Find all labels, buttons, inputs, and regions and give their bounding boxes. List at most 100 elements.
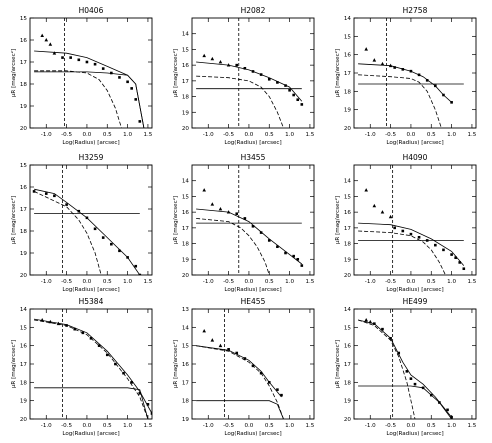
data-point bbox=[442, 248, 445, 252]
panel-title: H3455 bbox=[241, 153, 266, 162]
y-tick-label: 20 bbox=[344, 417, 352, 423]
data-point bbox=[126, 80, 129, 84]
y-tick-label: 16 bbox=[182, 210, 190, 216]
x-tick-label: -0.5 bbox=[385, 279, 396, 285]
panel-title: HE499 bbox=[403, 297, 428, 306]
panel-title: H0406 bbox=[79, 6, 104, 15]
x-axis-label: Log(Radius) [arcsec] bbox=[224, 287, 281, 293]
plot-area bbox=[357, 309, 453, 419]
x-tick-label: -1.0 bbox=[41, 279, 52, 285]
y-tick-label: 19 bbox=[20, 399, 28, 405]
y-tick-label: 17 bbox=[182, 380, 190, 386]
x-tick-label: 1.0 bbox=[447, 132, 456, 138]
data-point bbox=[138, 392, 142, 395]
data-point bbox=[85, 60, 89, 64]
panel-title: H2082 bbox=[241, 6, 266, 15]
data-point bbox=[381, 327, 384, 331]
data-point bbox=[267, 239, 271, 242]
panel-he455: HE455 -1.0 -0.5 0.0 0.5 1.0 1.5 13 14 15 16 17 18 19 L… bbox=[172, 297, 315, 437]
y-tick-label: 13 bbox=[182, 307, 190, 313]
triangle-point bbox=[202, 329, 206, 333]
data-point bbox=[300, 264, 304, 267]
x-tick-label: 0.0 bbox=[82, 423, 91, 429]
data-point bbox=[114, 362, 117, 366]
y-tick-label: 20 bbox=[20, 126, 28, 132]
y-tick-label: 16 bbox=[344, 53, 352, 59]
data-point bbox=[389, 337, 392, 340]
y-axis-label: μR [mag/arcsec²] bbox=[10, 196, 17, 244]
bulge-model-line bbox=[34, 70, 122, 128]
y-tick-label: 18 bbox=[20, 229, 28, 235]
data-point bbox=[417, 235, 421, 239]
data-point bbox=[101, 67, 105, 70]
x-tick-label: 0.5 bbox=[265, 132, 274, 138]
x-tick-label: 0.5 bbox=[265, 423, 274, 429]
total-model-line bbox=[34, 318, 152, 414]
data-point bbox=[227, 348, 230, 351]
data-point bbox=[105, 353, 109, 357]
triangle-point bbox=[226, 210, 231, 214]
x-tick-label: 0.0 bbox=[244, 423, 253, 429]
y-tick-label: 16 bbox=[344, 344, 352, 350]
x-tick-label: 0.5 bbox=[427, 423, 436, 429]
triangle-point bbox=[48, 42, 53, 46]
data-point bbox=[434, 84, 437, 88]
x-tick-label: -0.5 bbox=[61, 279, 72, 285]
x-tick-label: -1.0 bbox=[365, 132, 376, 138]
y-tick-label: 19 bbox=[20, 104, 28, 110]
x-tick-label: 0.0 bbox=[406, 423, 415, 429]
data-point bbox=[373, 322, 376, 325]
panel-title: H5384 bbox=[79, 297, 104, 306]
disk-model-line bbox=[34, 387, 149, 419]
data-point bbox=[235, 212, 239, 216]
plot-frame bbox=[191, 17, 315, 129]
x-tick-label: -1.0 bbox=[203, 279, 214, 285]
y-tick-label: 16 bbox=[182, 63, 190, 69]
x-tick-label: -0.5 bbox=[223, 279, 234, 285]
data-point bbox=[425, 79, 429, 82]
y-tick-label: 14 bbox=[182, 325, 190, 331]
x-tick-label: -1.0 bbox=[203, 132, 214, 138]
data-point bbox=[77, 58, 81, 62]
y-tick-label: 20 bbox=[20, 417, 28, 423]
x-tick-label: 0.5 bbox=[103, 423, 112, 429]
panel-h2758: H2758 -1.0 -0.5 0.0 0.5 1.0 1.5 14 15 16 17 18 19 20 L… bbox=[334, 6, 477, 146]
y-tick-label: 17 bbox=[182, 79, 190, 85]
y-tick-label: 19 bbox=[182, 257, 190, 263]
plot-area bbox=[196, 18, 304, 128]
data-point bbox=[405, 370, 409, 373]
data-point bbox=[243, 357, 247, 360]
x-tick-label: 1.5 bbox=[467, 423, 476, 429]
data-point bbox=[450, 253, 453, 256]
data-point bbox=[126, 256, 129, 259]
total-model-line bbox=[34, 50, 145, 128]
data-point bbox=[118, 249, 121, 253]
plot-frame bbox=[353, 308, 477, 420]
x-tick-label: 0.0 bbox=[406, 132, 415, 138]
data-point bbox=[138, 273, 142, 275]
data-point bbox=[134, 264, 138, 268]
x-axis-label: Log(Radius) [arcsec] bbox=[62, 140, 119, 146]
y-axis-label: μR [mag/arcsec²] bbox=[172, 196, 179, 244]
data-point bbox=[134, 98, 138, 101]
x-axis-label: Log(Radius) [arcsec] bbox=[62, 431, 119, 437]
data-point bbox=[458, 261, 462, 264]
panel-h4090: H4090 -1.0 -0.5 0.0 0.5 1.0 1.5 14 15 16 17 18 19 20 L… bbox=[334, 153, 477, 293]
data-point bbox=[393, 226, 396, 230]
disk-model-line bbox=[358, 385, 452, 419]
y-tick-label: 15 bbox=[182, 194, 190, 200]
data-point bbox=[44, 192, 48, 195]
data-point bbox=[251, 70, 255, 73]
data-point bbox=[292, 93, 295, 97]
bulge-model-line bbox=[358, 230, 446, 275]
y-tick-label: 18 bbox=[182, 399, 190, 405]
data-point bbox=[413, 382, 417, 386]
data-point bbox=[77, 209, 81, 213]
y-tick-label: 20 bbox=[20, 273, 28, 279]
triangle-point bbox=[372, 203, 377, 208]
y-axis-label: μR [mag/arcsec²] bbox=[10, 49, 17, 97]
data-point bbox=[397, 351, 401, 355]
x-tick-label: -0.5 bbox=[385, 423, 396, 429]
data-point bbox=[284, 251, 287, 255]
data-point bbox=[401, 68, 405, 71]
